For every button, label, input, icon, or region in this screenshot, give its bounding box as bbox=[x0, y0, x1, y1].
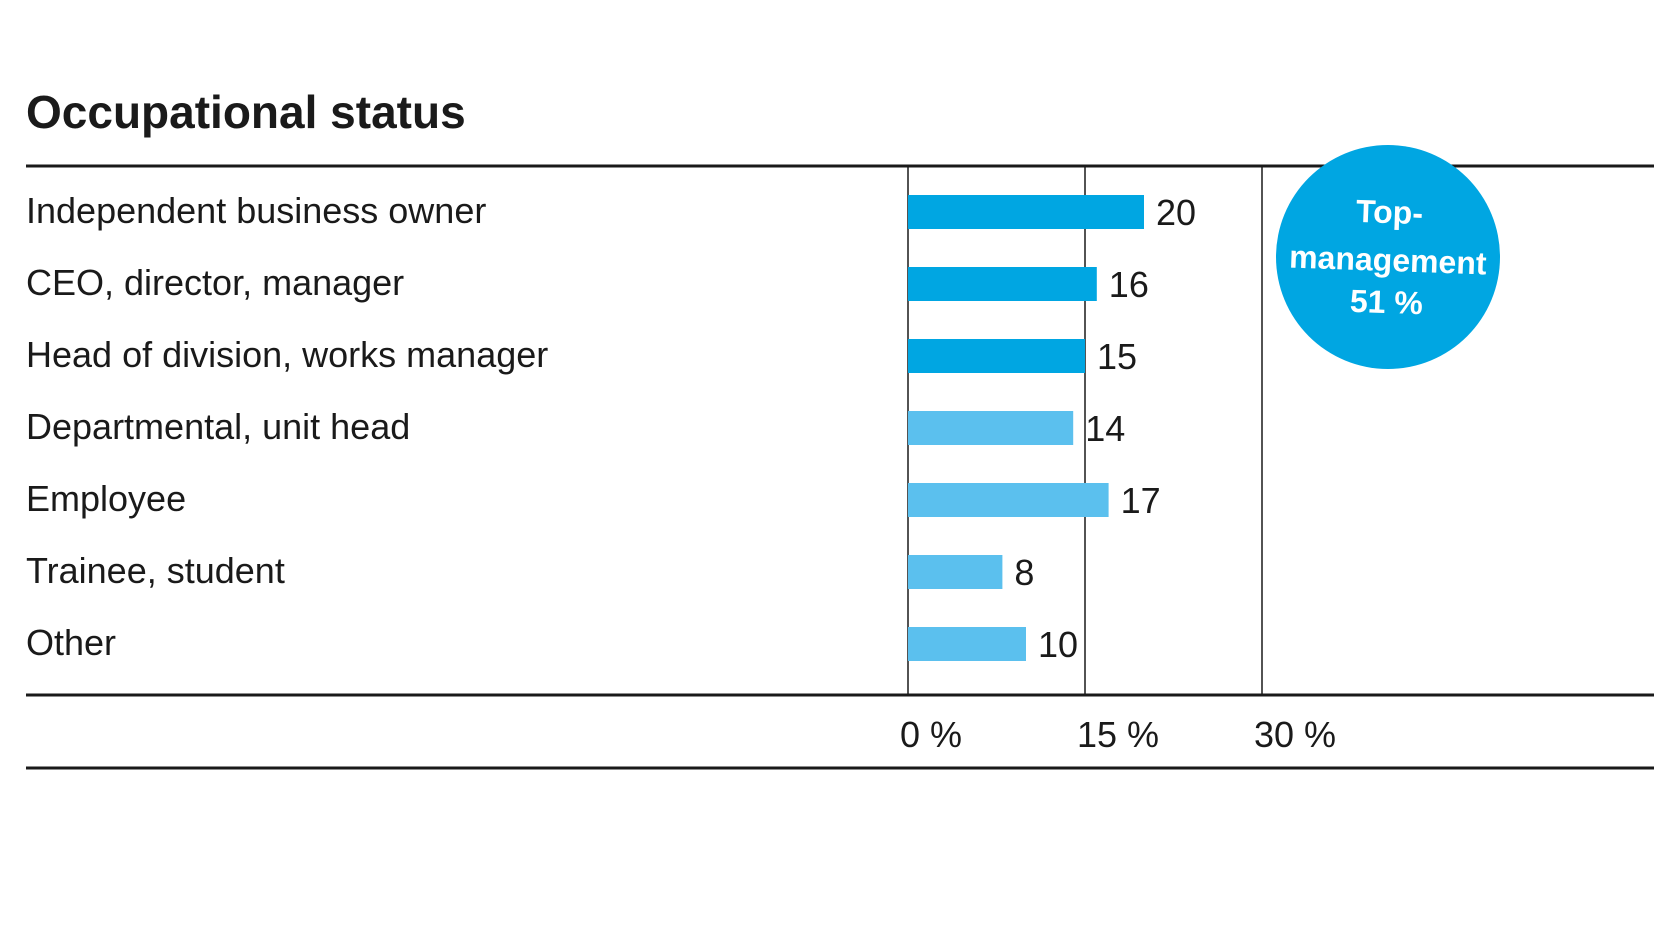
badge-text-line-2: management bbox=[1289, 239, 1488, 282]
value-label-independent-business-owner: 20 bbox=[1156, 192, 1196, 233]
badge-text-line-1: Top- bbox=[1356, 193, 1424, 231]
bar-employee bbox=[908, 483, 1109, 517]
bar-ceo-director-manager bbox=[908, 267, 1097, 301]
badge-text-line-3: 51 % bbox=[1349, 283, 1423, 322]
bar-head-of-division-works-manager bbox=[908, 339, 1085, 373]
top-management-badge: Top- management 51 % bbox=[1276, 145, 1500, 369]
category-label-trainee-student: Trainee, student bbox=[26, 550, 285, 591]
category-label-ceo-director-manager: CEO, director, manager bbox=[26, 262, 404, 303]
bars bbox=[908, 195, 1144, 661]
bar-independent-business-owner bbox=[908, 195, 1144, 229]
value-label-trainee-student: 8 bbox=[1014, 552, 1034, 593]
value-label-employee: 17 bbox=[1121, 480, 1161, 521]
chart-title: Occupational status bbox=[26, 86, 466, 138]
x-tick-label-15: 15 % bbox=[1077, 714, 1159, 755]
category-label-departmental-unit-head: Departmental, unit head bbox=[26, 406, 410, 447]
category-label-independent-business-owner: Independent business owner bbox=[26, 190, 486, 231]
value-label-ceo-director-manager: 16 bbox=[1109, 264, 1149, 305]
value-label-other: 10 bbox=[1038, 624, 1078, 665]
bar-trainee-student bbox=[908, 555, 1003, 589]
bar-other bbox=[908, 627, 1026, 661]
category-label-other: Other bbox=[26, 622, 116, 663]
category-labels: Independent business owner CEO, director,… bbox=[26, 190, 548, 663]
value-label-departmental-unit-head: 14 bbox=[1085, 408, 1125, 449]
x-axis-tick-labels: 0 % 15 % 30 % bbox=[900, 714, 1336, 755]
badge-circle bbox=[1276, 145, 1500, 369]
x-tick-label-0: 0 % bbox=[900, 714, 962, 755]
bar-departmental-unit-head bbox=[908, 411, 1074, 445]
category-label-head-of-division-works-manager: Head of division, works manager bbox=[26, 334, 548, 375]
value-label-head-of-division-works-manager: 15 bbox=[1097, 336, 1137, 377]
x-tick-label-30: 30 % bbox=[1254, 714, 1336, 755]
category-label-employee: Employee bbox=[26, 478, 186, 519]
